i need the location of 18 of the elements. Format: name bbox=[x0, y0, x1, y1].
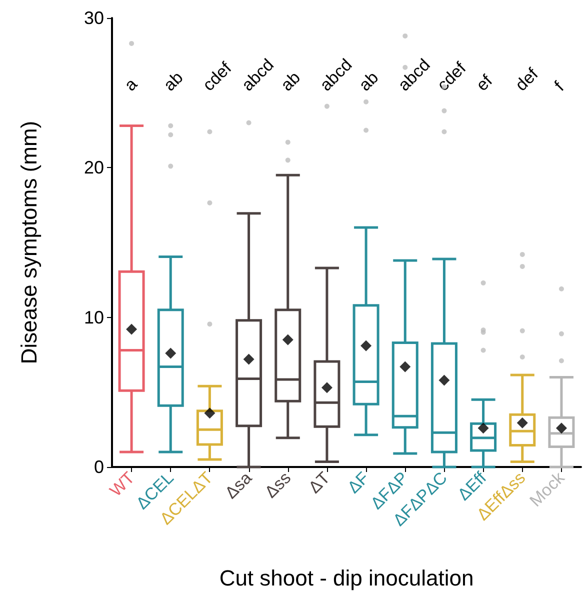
y-tick-label: 0 bbox=[94, 457, 104, 477]
x-tick-label: ΔT bbox=[304, 468, 334, 498]
annotation: ef bbox=[472, 71, 496, 95]
x-axis-title: Cut shoot - dip inoculation bbox=[219, 566, 474, 590]
annotation: ab bbox=[160, 68, 187, 95]
annotation: ab bbox=[277, 68, 304, 95]
annotation: f bbox=[550, 78, 568, 95]
y-axis-title: Disease symptoms (mm) bbox=[16, 120, 42, 364]
annotation: def bbox=[512, 64, 542, 95]
x-tick-label: Δsa bbox=[221, 468, 256, 502]
x-tick-label: Δss bbox=[261, 468, 295, 502]
annotation: ab bbox=[355, 68, 382, 95]
annotation: a bbox=[120, 74, 142, 95]
y-tick-label: 30 bbox=[84, 8, 104, 28]
y-tick-label: 10 bbox=[84, 307, 104, 328]
x-tick-label: WT bbox=[106, 468, 138, 500]
y-tick-label: 20 bbox=[84, 158, 104, 178]
x-tick-label: ΔF bbox=[344, 468, 373, 498]
